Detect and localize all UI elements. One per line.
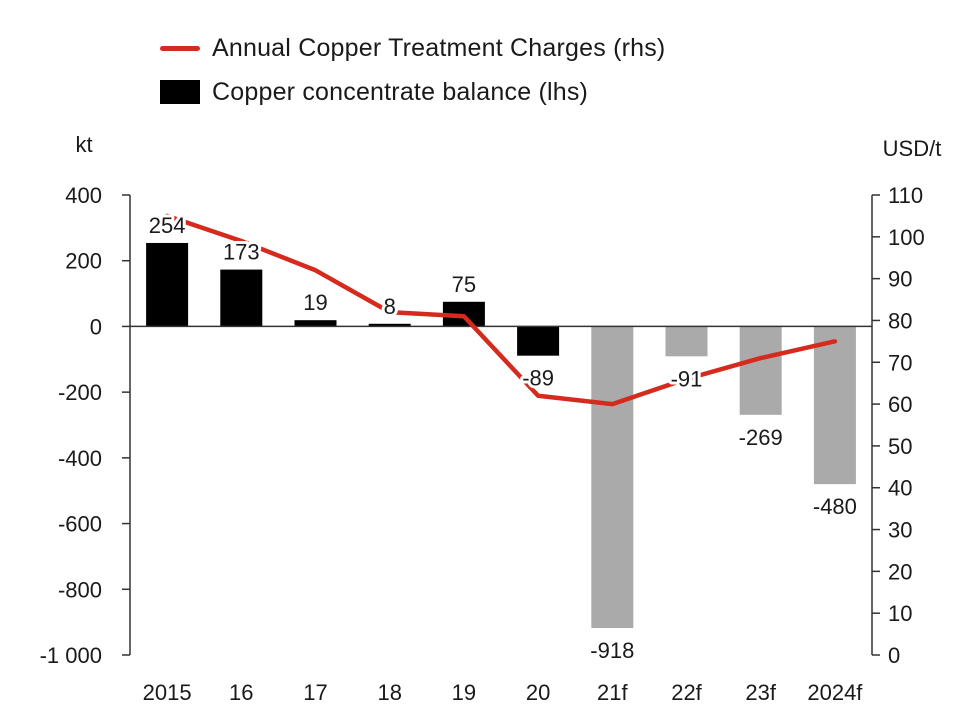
right-axis-tick-label: 20 xyxy=(888,559,912,584)
right-axis-tick-label: 100 xyxy=(888,225,925,250)
left-axis-unit: kt xyxy=(75,132,92,157)
bar-data-label: 75 xyxy=(452,272,476,297)
bar xyxy=(294,320,337,327)
x-axis-tick-label: 16 xyxy=(229,680,253,705)
x-axis-tick-label: 17 xyxy=(303,680,327,705)
legend-bar-label: Copper concentrate balance (lhs) xyxy=(212,77,589,106)
right-axis-tick-label: 40 xyxy=(888,476,912,501)
legend-bar-swatch xyxy=(160,80,200,104)
left-axis-tick-label: -1 000 xyxy=(40,643,102,668)
left-axis-tick-label: 0 xyxy=(90,314,102,339)
right-axis-tick-label: 70 xyxy=(888,350,912,375)
bar xyxy=(368,323,411,327)
left-axis-tick-label: -400 xyxy=(58,446,102,471)
x-axis-tick-label: 2015 xyxy=(143,680,192,705)
right-axis-tick-label: 90 xyxy=(888,267,912,292)
legend-line-label: Annual Copper Treatment Charges (rhs) xyxy=(212,33,666,62)
x-axis-tick-label: 18 xyxy=(377,680,401,705)
left-axis-tick-label: 400 xyxy=(65,183,102,208)
right-axis-tick-label: 10 xyxy=(888,601,912,626)
x-axis-tick-label: 2024f xyxy=(807,680,863,705)
x-axis-tick-label: 22f xyxy=(671,680,702,705)
bar xyxy=(517,326,560,356)
legend-item-bar: Copper concentrate balance (lhs) xyxy=(160,70,665,114)
bar xyxy=(813,326,856,485)
left-axis-tick-label: 200 xyxy=(65,249,102,274)
right-axis-unit: USD/t xyxy=(883,136,942,161)
left-axis-tick-label: -600 xyxy=(58,512,102,537)
bar-data-label: -269 xyxy=(739,425,783,450)
bar-data-label: 254 xyxy=(149,213,186,238)
left-axis-tick-label: -800 xyxy=(58,577,102,602)
bar-data-label: -91 xyxy=(671,366,703,391)
right-axis-tick-label: 50 xyxy=(888,434,912,459)
legend-item-line: Annual Copper Treatment Charges (rhs) xyxy=(160,26,665,70)
x-axis-tick-label: 19 xyxy=(452,680,476,705)
right-axis-tick-label: 60 xyxy=(888,392,912,417)
bar-data-label: -480 xyxy=(813,494,857,519)
bar-data-label: 8 xyxy=(384,294,396,319)
bar xyxy=(220,269,263,327)
bar xyxy=(665,326,708,357)
bar xyxy=(146,242,189,327)
right-axis-tick-label: 110 xyxy=(888,183,923,208)
line-series xyxy=(164,213,838,407)
left-axis-tick-label: -200 xyxy=(58,380,102,405)
legend-line-swatch xyxy=(160,45,200,51)
x-axis-tick-label: 21f xyxy=(597,680,628,705)
bar xyxy=(739,326,782,415)
x-axis-tick-label: 23f xyxy=(745,680,776,705)
bar-data-label: 173 xyxy=(223,240,260,265)
legend: Annual Copper Treatment Charges (rhs) Co… xyxy=(160,26,665,114)
right-axis-tick-label: 0 xyxy=(888,643,900,668)
x-axis-tick-label: 20 xyxy=(526,680,550,705)
bar-data-label: 19 xyxy=(303,290,327,315)
right-axis-tick-label: 80 xyxy=(888,308,912,333)
bar-data-label: -89 xyxy=(522,366,554,391)
bar-data-label: -918 xyxy=(590,638,634,663)
bar xyxy=(591,326,634,629)
right-axis-tick-label: 30 xyxy=(888,518,912,543)
